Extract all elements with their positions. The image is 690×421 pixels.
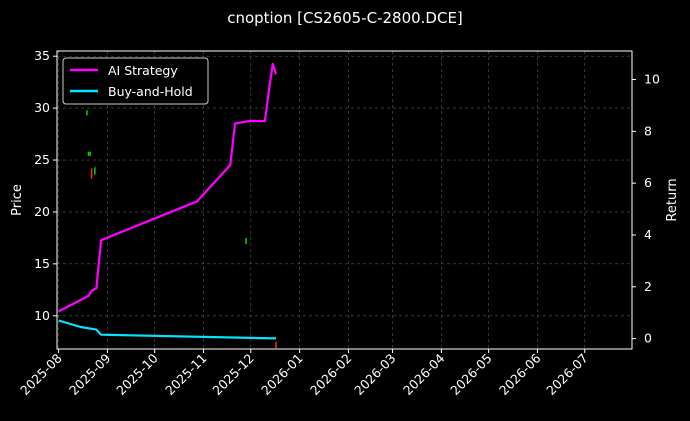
series-lines bbox=[58, 62, 278, 340]
x-tick-label: 2026-03 bbox=[351, 351, 399, 399]
x-tick-label: 2025-11 bbox=[162, 351, 210, 399]
x-tick-label: 2025-08 bbox=[17, 350, 65, 398]
x-tick-label: 2026-02 bbox=[307, 351, 355, 399]
legend-box bbox=[62, 57, 209, 105]
x-tick-label: 2026-06 bbox=[496, 350, 544, 398]
plot-frame bbox=[56, 50, 633, 350]
y-tick-label-right: 2 bbox=[644, 279, 652, 294]
trade-markers bbox=[86, 110, 277, 348]
x-tick-label: 2026-04 bbox=[400, 350, 448, 398]
x-tick-label: 2026-05 bbox=[447, 351, 495, 399]
y-tick-label-left: 20 bbox=[34, 204, 50, 219]
y-tick-label-left: 25 bbox=[34, 152, 50, 167]
legend-label-bh: Buy-and-Hold bbox=[108, 84, 193, 99]
y-tick-label-right: 6 bbox=[644, 175, 652, 190]
chart-title: cnoption [CS2605-C-2800.DCE] bbox=[227, 9, 463, 27]
y-tick-label-right: 8 bbox=[644, 123, 652, 138]
buy-and-hold-line bbox=[58, 319, 277, 340]
y-tick-label-right: 10 bbox=[644, 72, 660, 87]
x-axis: 2025-08 2025-09 2025-10 2025-11 2025-12 2026-… bbox=[17, 349, 591, 398]
ai-strategy-line bbox=[58, 62, 278, 313]
y-axis-label-left: Price bbox=[10, 184, 25, 216]
x-tick-label: 2026-07 bbox=[543, 351, 591, 399]
y-tick-label-left: 30 bbox=[34, 100, 50, 115]
legend-label-ai: AI Strategy bbox=[108, 63, 178, 78]
x-tick-label: 2025-09 bbox=[66, 350, 114, 398]
y-tick-label-left: 10 bbox=[34, 308, 50, 323]
y-tick-label-right: 4 bbox=[644, 227, 652, 242]
x-tick-label: 2025-12 bbox=[209, 351, 257, 399]
y-tick-label-left: 35 bbox=[34, 48, 50, 63]
right-axis: 0 2 4 6 8 10 bbox=[632, 72, 660, 346]
legend: AI Strategy Buy-and-Hold bbox=[62, 57, 209, 105]
x-tick-label: 2025-10 bbox=[113, 350, 161, 398]
y-tick-label-left: 15 bbox=[34, 256, 50, 271]
y-tick-label-right: 0 bbox=[644, 331, 652, 346]
y-axis-label-right: Return bbox=[665, 178, 680, 221]
x-tick-label: 2026-01 bbox=[258, 351, 306, 399]
left-axis: 10 15 20 25 30 35 bbox=[34, 48, 57, 323]
